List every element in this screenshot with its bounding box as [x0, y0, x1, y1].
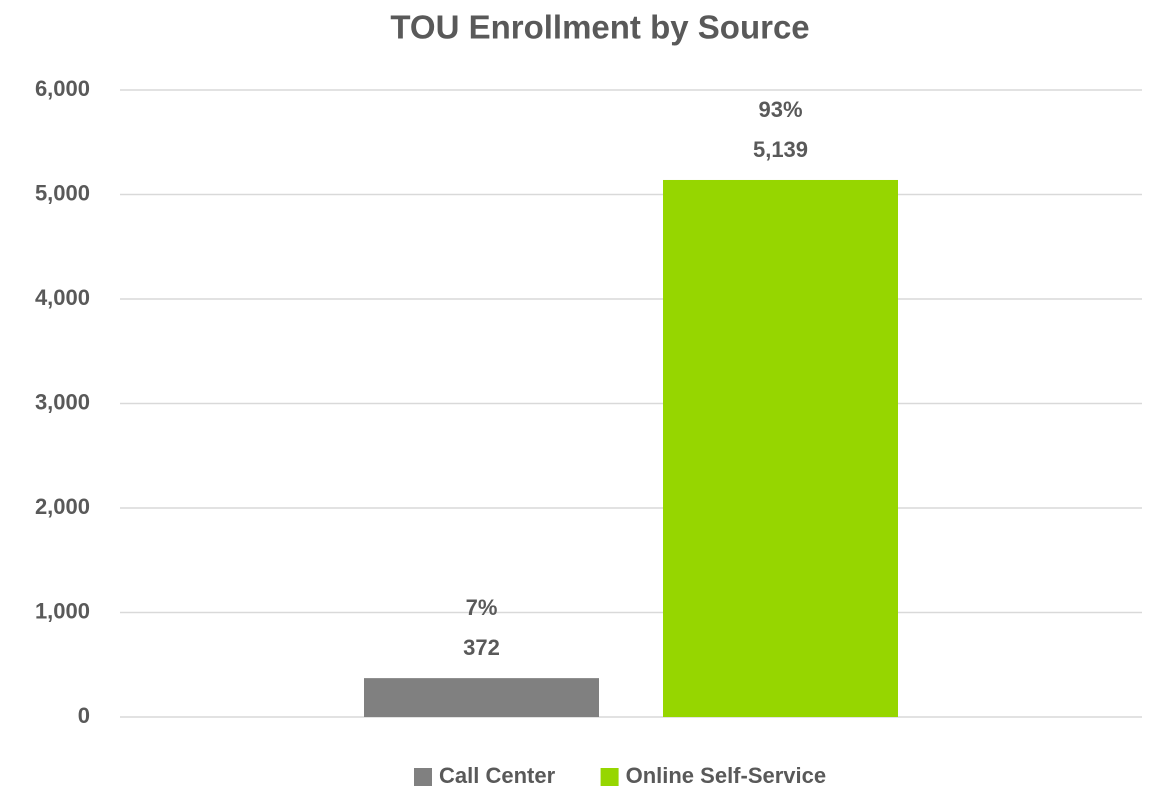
bar: [364, 678, 599, 717]
legend-label: Call Center: [439, 763, 556, 787]
legend-swatch: [600, 768, 619, 786]
y-tick-label: 1,000: [35, 598, 90, 623]
y-tick-label: 3,000: [35, 389, 90, 414]
share-label: 93%: [758, 97, 802, 122]
legend-swatch: [414, 768, 432, 786]
y-tick-label: 4,000: [35, 285, 90, 310]
y-tick-label: 5,000: [35, 180, 90, 205]
share-label: 7%: [466, 595, 498, 620]
y-tick-label: 0: [78, 703, 90, 728]
y-tick-label: 6,000: [35, 76, 90, 101]
chart-title: TOU Enrollment by Source: [390, 9, 809, 46]
legend-label: Online Self-Service: [626, 763, 827, 787]
data-label: 372: [463, 635, 500, 660]
bar: [663, 179, 898, 718]
y-tick-label: 2,000: [35, 494, 90, 519]
data-label: 5,139: [753, 137, 808, 162]
